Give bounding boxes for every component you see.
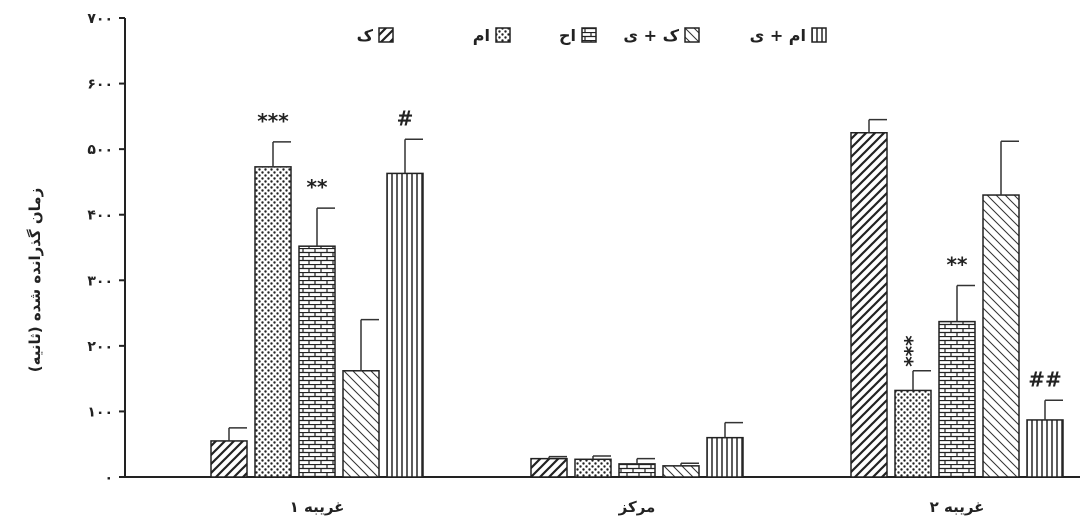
bar [530,457,568,478]
bar [894,389,932,478]
bar [386,172,424,478]
y-tick-label: ۳۰۰ [87,273,113,289]
legend-label: ام [473,26,490,45]
significance-label: # [397,106,414,130]
bar [982,194,1020,478]
bar [850,132,888,478]
significance-label: *** [257,109,289,133]
y-axis-title: زمان گذرانده شده (ثانیه) [26,188,44,372]
category-label: مرکز [618,498,656,516]
bar [662,465,700,478]
legend-swatch [581,27,597,43]
bar [938,320,976,478]
y-tick-label: ۴۰۰ [87,208,113,224]
y-tick-label: ۷۰۰ [87,11,113,27]
legend-label: ام + ی [750,26,806,45]
significance-label: ## [1028,367,1062,391]
significance-label: ** [307,175,328,199]
significance-label: ** [947,253,968,277]
legend-swatch [811,27,827,43]
category-label: غریبه ۱ [290,498,345,516]
legend-swatch [495,27,511,43]
category-label: غریبه ۲ [930,498,985,516]
bars-layer [210,118,1064,478]
bar [618,463,656,478]
y-tick-label: ۲۰۰ [87,339,113,355]
legend-label: ک + ی [623,26,679,45]
legend: ک ام اح ک + ی ام + ی [357,26,827,45]
y-tick-label: ۶۰۰ [87,77,113,93]
legend-label: اح [559,26,576,45]
significance-label: *** [900,335,924,367]
y-tick-label: ۰ [104,470,113,486]
labels-layer: غریبه ۱ مرکز غریبه ۲*****#*****## [257,106,1061,516]
bar [254,166,292,478]
legend-label: ک [357,26,374,45]
y-tick-label: ۵۰۰ [87,142,113,158]
y-tick-label: ۱۰۰ [87,404,113,420]
legend-swatch [378,27,394,43]
bar [342,370,380,478]
bar [574,458,612,478]
bar [298,245,336,478]
legend-swatch [684,27,700,43]
bar [1026,419,1064,478]
bar [706,436,744,478]
bar [210,440,248,478]
